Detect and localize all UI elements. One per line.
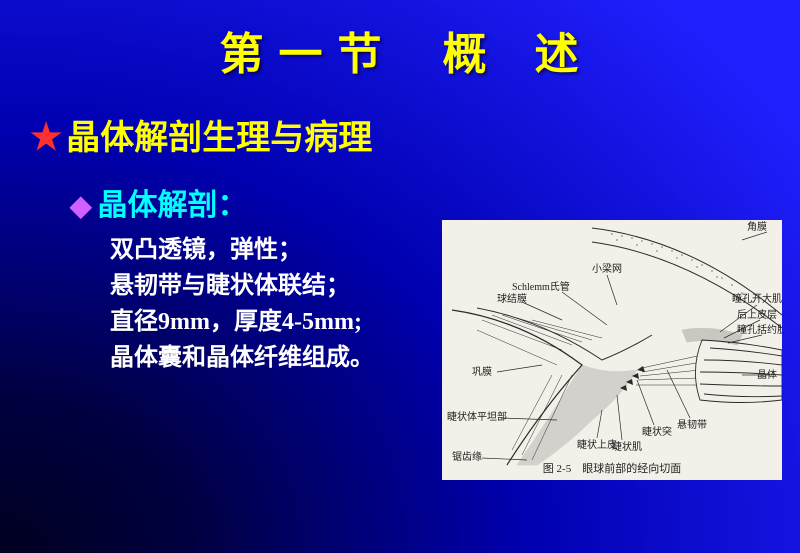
heading1-text: 晶体解剖生理与病理 [66,120,372,157]
anatomy-svg: 角膜 小梁网 Schlemm氏管 球结膜 巩膜 睫状体平坦部 锯齿缘 睫状上皮 … [442,220,782,480]
label-sphincter: 瞳孔括约肌 [737,323,782,336]
diamond-bullet-icon: ◆ [70,191,92,222]
body-text: 双凸透镜，弹性； 悬韧带与睫状体联结； 直径9mm，厚度4-5mm; 晶体囊和晶… [110,232,374,376]
label-ciliary-process: 睫状突 [642,425,672,438]
label-ciliary-epi: 睫状上皮 [577,438,617,451]
label-schlemm: Schlemm氏管 [512,280,570,293]
heading-level2: ◆晶体解剖： [70,180,248,224]
label-pars-plana: 睫状体平坦部 [447,410,507,423]
label-dilator: 瞳孔开大肌 [732,292,782,305]
label-conjunctiva: 球结膜 [497,292,527,305]
label-zonule: 悬韧带 [677,419,707,431]
label-sclera: 巩膜 [472,366,492,378]
slide-title: 第 一 节 概 述 [0,18,800,82]
label-trabecular: 小梁网 [592,262,622,275]
label-lens: 晶体 [757,369,777,381]
label-ciliary-muscle: 睫状肌 [612,440,642,453]
label-post-epi: 后上皮层 [737,308,777,321]
diagram-caption: 图 2-5 眼球前部的经向切面 [442,460,782,476]
slide: 第 一 节 概 述 ★晶体解剖生理与病理 ◆晶体解剖： 双凸透镜，弹性； 悬韧带… [0,0,800,553]
heading2-text: 晶体解剖： [98,189,248,222]
heading-level1: ★晶体解剖生理与病理 [30,110,372,159]
label-cornea: 角膜 [747,221,767,233]
star-bullet-icon: ★ [30,117,62,157]
anatomy-diagram: 角膜 小梁网 Schlemm氏管 球结膜 巩膜 睫状体平坦部 锯齿缘 睫状上皮 … [442,220,782,480]
